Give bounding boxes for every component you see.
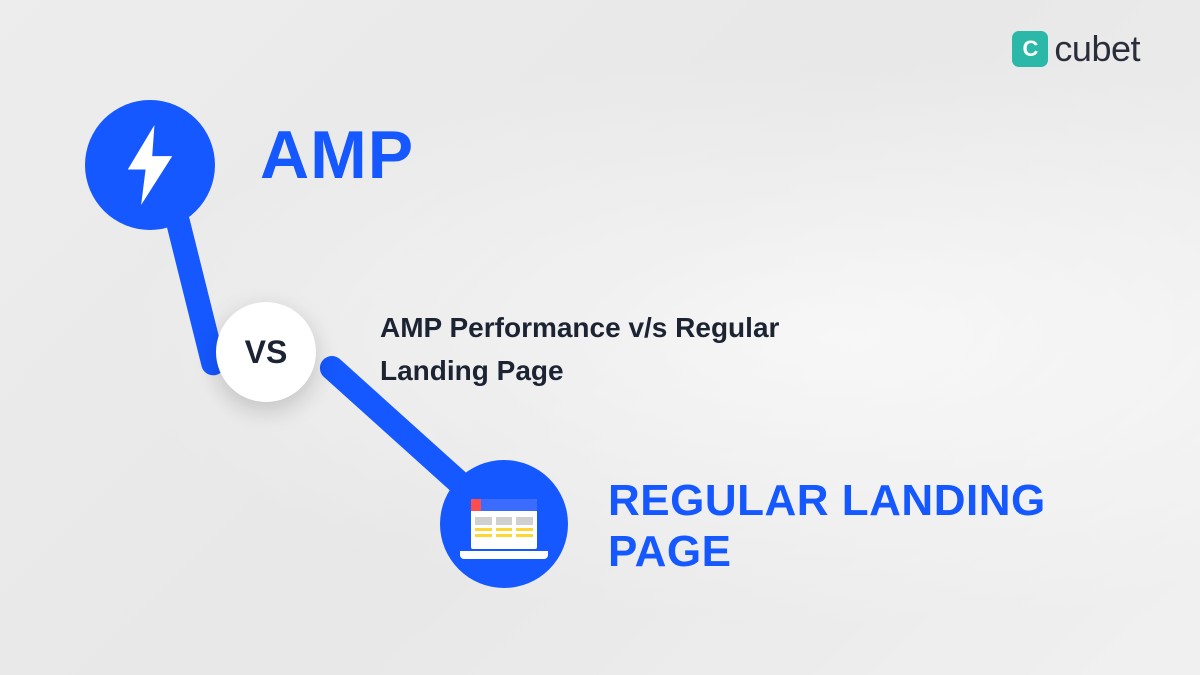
vs-node: VS [216, 302, 316, 402]
comparison-subtitle: AMP Performance v/s RegularLanding Page [380, 306, 779, 393]
landing-page-node [440, 460, 568, 588]
landing-page-label: REGULAR LANDINGPAGE [608, 476, 1046, 577]
vs-label: VS [245, 334, 288, 371]
browser-mockup [471, 499, 537, 549]
logo-badge: C [1012, 31, 1048, 67]
brand-logo: C cubet [1012, 28, 1140, 70]
laptop-icon [471, 499, 537, 549]
lightning-icon [122, 125, 178, 205]
logo-text: cubet [1054, 28, 1140, 70]
amp-node [85, 100, 215, 230]
amp-label: AMP [260, 116, 414, 194]
